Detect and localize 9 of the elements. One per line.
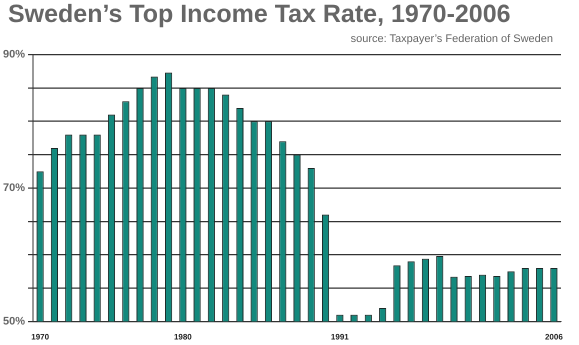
x-tick-label: 1991 bbox=[330, 332, 350, 342]
y-tick-label: 90% bbox=[2, 48, 26, 61]
x-tick-label: 1970 bbox=[31, 332, 50, 342]
y-tick-label: 50% bbox=[2, 315, 26, 328]
y-tick-label: 70% bbox=[2, 182, 26, 194]
x-tick-label: 1980 bbox=[174, 332, 192, 342]
x-tick-label: 2006 bbox=[544, 332, 564, 342]
chart-title: Sweden’s Top Income Tax Rate, 1970-2006 bbox=[8, 0, 511, 29]
source-note: source: Taxpayer’s Federation of Sweden bbox=[350, 33, 553, 45]
